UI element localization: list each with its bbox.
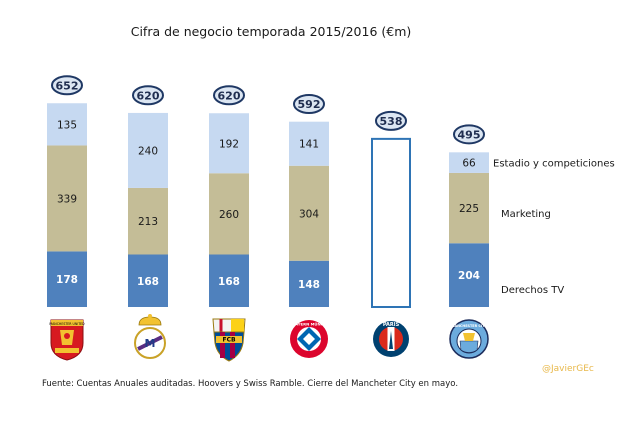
bar-outline bbox=[371, 137, 411, 308]
crest-text: MANCHESTER CITY bbox=[451, 324, 487, 328]
bar-segment-estadio-y-competiciones bbox=[47, 103, 87, 146]
data-label: 178 bbox=[56, 274, 78, 286]
bayern-munchen-crest-icon: FC BAYERN MÜNCHEN bbox=[286, 320, 333, 358]
chart-title: Cifra de negocio temporada 2015/2016 (€m… bbox=[131, 24, 412, 39]
crest-text: MANCHESTER UNITED bbox=[49, 322, 85, 326]
data-label: 192 bbox=[219, 138, 239, 150]
real-madrid-crest-icon: M bbox=[134, 314, 166, 359]
bar-segment-derechos-tv bbox=[209, 254, 249, 307]
data-label: 135 bbox=[57, 119, 77, 131]
total-ellipse bbox=[293, 94, 325, 114]
svg-text:M: M bbox=[145, 337, 156, 350]
author-credit: @JavierGEc bbox=[542, 364, 594, 374]
data-label: 339 bbox=[57, 193, 77, 205]
data-label: 225 bbox=[459, 203, 479, 215]
totals-group: 652 620 620 592 538 495 bbox=[51, 75, 485, 145]
total-ellipse bbox=[51, 75, 83, 96]
total-ellipse bbox=[453, 124, 485, 145]
total-ellipse bbox=[213, 85, 245, 106]
psg-crest-icon: PARIS bbox=[373, 321, 409, 357]
bar-segment-marketing bbox=[128, 187, 168, 255]
crest-text: PARIS bbox=[383, 322, 400, 328]
bars-group: 178 339 135 168 213 240 168 260 192 148 304 141 204 2… bbox=[47, 103, 489, 308]
fc-barcelona-crest-icon: FCB bbox=[212, 318, 246, 362]
total-label: 620 bbox=[137, 89, 160, 102]
bar-segment-marketing bbox=[47, 145, 87, 252]
legend-item: Estadio y competiciones bbox=[493, 159, 615, 170]
total-label: 495 bbox=[458, 128, 481, 141]
data-label: 148 bbox=[298, 279, 320, 291]
total-label: 592 bbox=[298, 98, 321, 111]
bar-segment-derechos-tv bbox=[289, 260, 329, 307]
manchester-united-crest-icon: MANCHESTER UNITED bbox=[49, 319, 85, 361]
data-label: 66 bbox=[462, 158, 476, 170]
bar-segment-estadio-y-competiciones bbox=[449, 152, 489, 173]
data-label: 168 bbox=[218, 276, 240, 288]
data-label: 240 bbox=[138, 145, 158, 157]
data-label: 168 bbox=[137, 276, 159, 288]
total-ellipse bbox=[132, 85, 164, 106]
data-label: 304 bbox=[299, 208, 319, 220]
data-label: 260 bbox=[219, 209, 239, 221]
bar-segment-estadio-y-competiciones bbox=[128, 112, 168, 188]
data-label: 204 bbox=[458, 270, 480, 282]
crests-group: MANCHESTER UNITED M FCB FC BAYER bbox=[49, 314, 489, 362]
data-label: 141 bbox=[299, 139, 319, 151]
bar-segment-estadio-y-competiciones bbox=[289, 121, 329, 166]
bar-segment-derechos-tv bbox=[449, 243, 489, 307]
manchester-city-crest-icon: MANCHESTER CITY bbox=[449, 319, 489, 359]
bar-segment-marketing bbox=[209, 173, 249, 255]
total-label: 652 bbox=[56, 79, 79, 92]
bar-segment-estadio-y-competiciones bbox=[209, 113, 249, 174]
crest-text: FCB bbox=[222, 337, 236, 344]
total-label: 620 bbox=[218, 89, 241, 102]
bar-segment-marketing bbox=[449, 172, 489, 244]
legend-item: Marketing bbox=[501, 209, 551, 220]
bar-segment-derechos-tv bbox=[128, 254, 168, 307]
legend-group: Estadio y competiciones Marketing Derechos… bbox=[493, 159, 615, 297]
source-note: Fuente: Cuentas Anuales auditadas. Hoove… bbox=[42, 379, 458, 389]
total-label: 538 bbox=[380, 115, 403, 128]
total-ellipse bbox=[375, 110, 407, 131]
bar-segment-derechos-tv bbox=[47, 251, 87, 307]
crest-text: FC BAYERN MÜNCHEN bbox=[286, 322, 333, 327]
data-label: 213 bbox=[138, 216, 158, 228]
bar-segment-marketing bbox=[289, 165, 329, 261]
legend-item: Derechos TV bbox=[501, 285, 564, 296]
